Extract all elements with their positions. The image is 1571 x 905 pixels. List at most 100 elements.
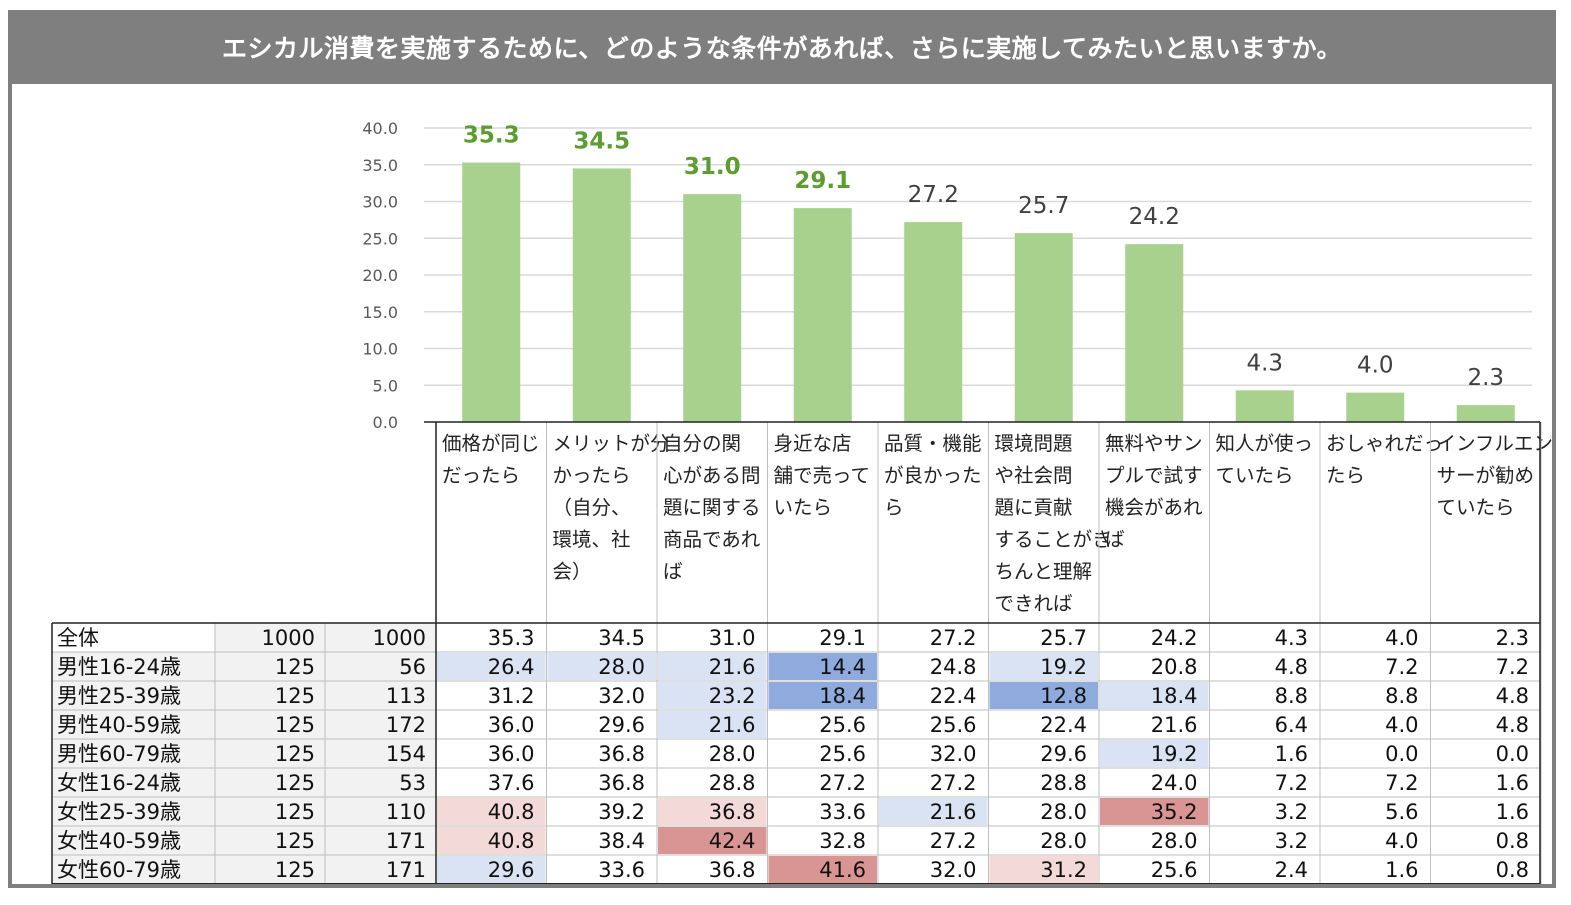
table-cell: 32.8 [819, 829, 866, 853]
table-cell: 25.6 [819, 742, 866, 766]
table-cell: 21.6 [1151, 713, 1198, 737]
sample-size-cell: 171 [386, 858, 426, 882]
table-cell: 28.8 [709, 771, 756, 795]
table-cell: 3.2 [1275, 829, 1308, 853]
label-cell-bg [52, 710, 215, 739]
sample-size-cell: 56 [399, 655, 426, 679]
category-label: 価格が同じ [442, 432, 540, 455]
category-label: プルで試す [1105, 464, 1203, 487]
row-label: 女性60-79歳 [57, 858, 181, 882]
y-tick-label: 30.0 [362, 193, 398, 212]
sample-size-cell: 1000 [262, 626, 315, 650]
table-cell: 27.2 [930, 771, 977, 795]
category-label: インフルエン [1437, 432, 1553, 455]
cell-highlight [658, 682, 767, 709]
category-label: 機会があれ [1105, 496, 1203, 519]
cell-highlight [437, 798, 546, 825]
category-label: 題に関する [663, 496, 761, 519]
sample-size-cell: 171 [386, 829, 426, 853]
table-cell: 7.2 [1496, 655, 1529, 679]
y-tick-label: 15.0 [362, 303, 398, 322]
table-cell: 32.0 [930, 742, 977, 766]
sample-size-cell: 125 [275, 684, 315, 708]
row-label: 男性60-79歳 [57, 742, 181, 766]
category-label: ば [663, 560, 683, 583]
table-cell: 32.0 [930, 858, 977, 882]
cell-highlight [1100, 798, 1209, 825]
table-cell: 28.0 [1040, 829, 1087, 853]
cell-highlight [1100, 740, 1209, 767]
table-cell: 36.0 [488, 742, 535, 766]
table-cell: 0.0 [1385, 742, 1418, 766]
table-cell: 32.0 [598, 684, 645, 708]
category-label: 題に貢献 [995, 496, 1073, 519]
table-cell: 25.6 [930, 713, 977, 737]
category-label: 自分の関 [663, 432, 741, 455]
table-cell: 29.6 [598, 713, 645, 737]
table-cell: 4.0 [1385, 713, 1418, 737]
data-label: 4.3 [1246, 350, 1283, 376]
bar [1235, 390, 1294, 422]
chart-frame: エシカル消費を実施するために、どのような条件があれば、さらに実施してみたいと思い… [8, 10, 1556, 888]
table-cell: 36.0 [488, 713, 535, 737]
table-cell: 6.4 [1275, 713, 1308, 737]
table-cell: 38.4 [598, 829, 645, 853]
table-cell: 25.6 [1151, 858, 1198, 882]
sample-size-cell: 113 [386, 684, 426, 708]
table-cell: 12.8 [1040, 684, 1087, 708]
category-label: おしゃれだっ [1326, 432, 1443, 455]
cell-highlight [658, 653, 767, 680]
label-cell-bg [52, 768, 215, 797]
y-tick-label: 25.0 [362, 229, 398, 248]
category-label: ちんと理解 [995, 560, 1093, 583]
sample-size-cell: 125 [275, 800, 315, 824]
row-label: 男性25-39歳 [57, 684, 181, 708]
row-label: 女性40-59歳 [57, 829, 181, 853]
label-cell-bg [52, 681, 215, 710]
category-label: できれば [995, 592, 1073, 615]
label-cell-bg [52, 652, 215, 681]
category-label: 会） [553, 560, 592, 583]
sample-size-cell: 53 [399, 771, 426, 795]
cell-highlight [989, 682, 1098, 709]
table-cell: 0.8 [1496, 858, 1529, 882]
bar [1125, 244, 1184, 422]
y-tick-label: 40.0 [362, 119, 398, 138]
category-label: 環境、社 [553, 528, 631, 551]
category-label: かったら [553, 464, 631, 487]
table-cell: 24.2 [1151, 626, 1198, 650]
category-label: ていたら [1216, 464, 1294, 487]
category-label: 商品であれ [663, 528, 760, 551]
table-cell: 28.0 [709, 742, 756, 766]
table-cell: 5.6 [1385, 800, 1418, 824]
table-cell: 0.0 [1496, 742, 1529, 766]
table-cell: 4.0 [1385, 626, 1418, 650]
table-cell: 26.4 [488, 655, 535, 679]
data-label: 35.3 [463, 123, 520, 149]
category-label: が良かった [884, 464, 982, 487]
table-cell: 27.2 [930, 829, 977, 853]
label-cell-bg [52, 739, 215, 768]
row-label: 女性16-24歳 [57, 771, 181, 795]
table-cell: 21.6 [709, 713, 756, 737]
data-label: 29.1 [794, 168, 851, 194]
table-cell: 29.6 [488, 858, 535, 882]
bar [793, 208, 852, 422]
cell-highlight [1100, 682, 1209, 709]
category-label: 品質・機能 [884, 432, 982, 455]
table-cell: 7.2 [1385, 771, 1418, 795]
label-cell-bg [52, 826, 215, 855]
table-cell: 8.8 [1275, 684, 1308, 708]
data-label: 31.0 [684, 154, 741, 180]
table-cell: 33.6 [819, 800, 866, 824]
category-label: サーが勧め [1437, 464, 1535, 487]
category-label: いたら [774, 496, 833, 519]
bar [572, 168, 631, 422]
table-cell: 2.4 [1275, 858, 1308, 882]
table-cell: 22.4 [1040, 713, 1087, 737]
y-tick-label: 5.0 [373, 376, 398, 395]
table-cell: 36.8 [709, 858, 756, 882]
table-cell: 34.5 [598, 626, 645, 650]
table-cell: 31.2 [1040, 858, 1087, 882]
data-label: 24.2 [1129, 204, 1180, 230]
